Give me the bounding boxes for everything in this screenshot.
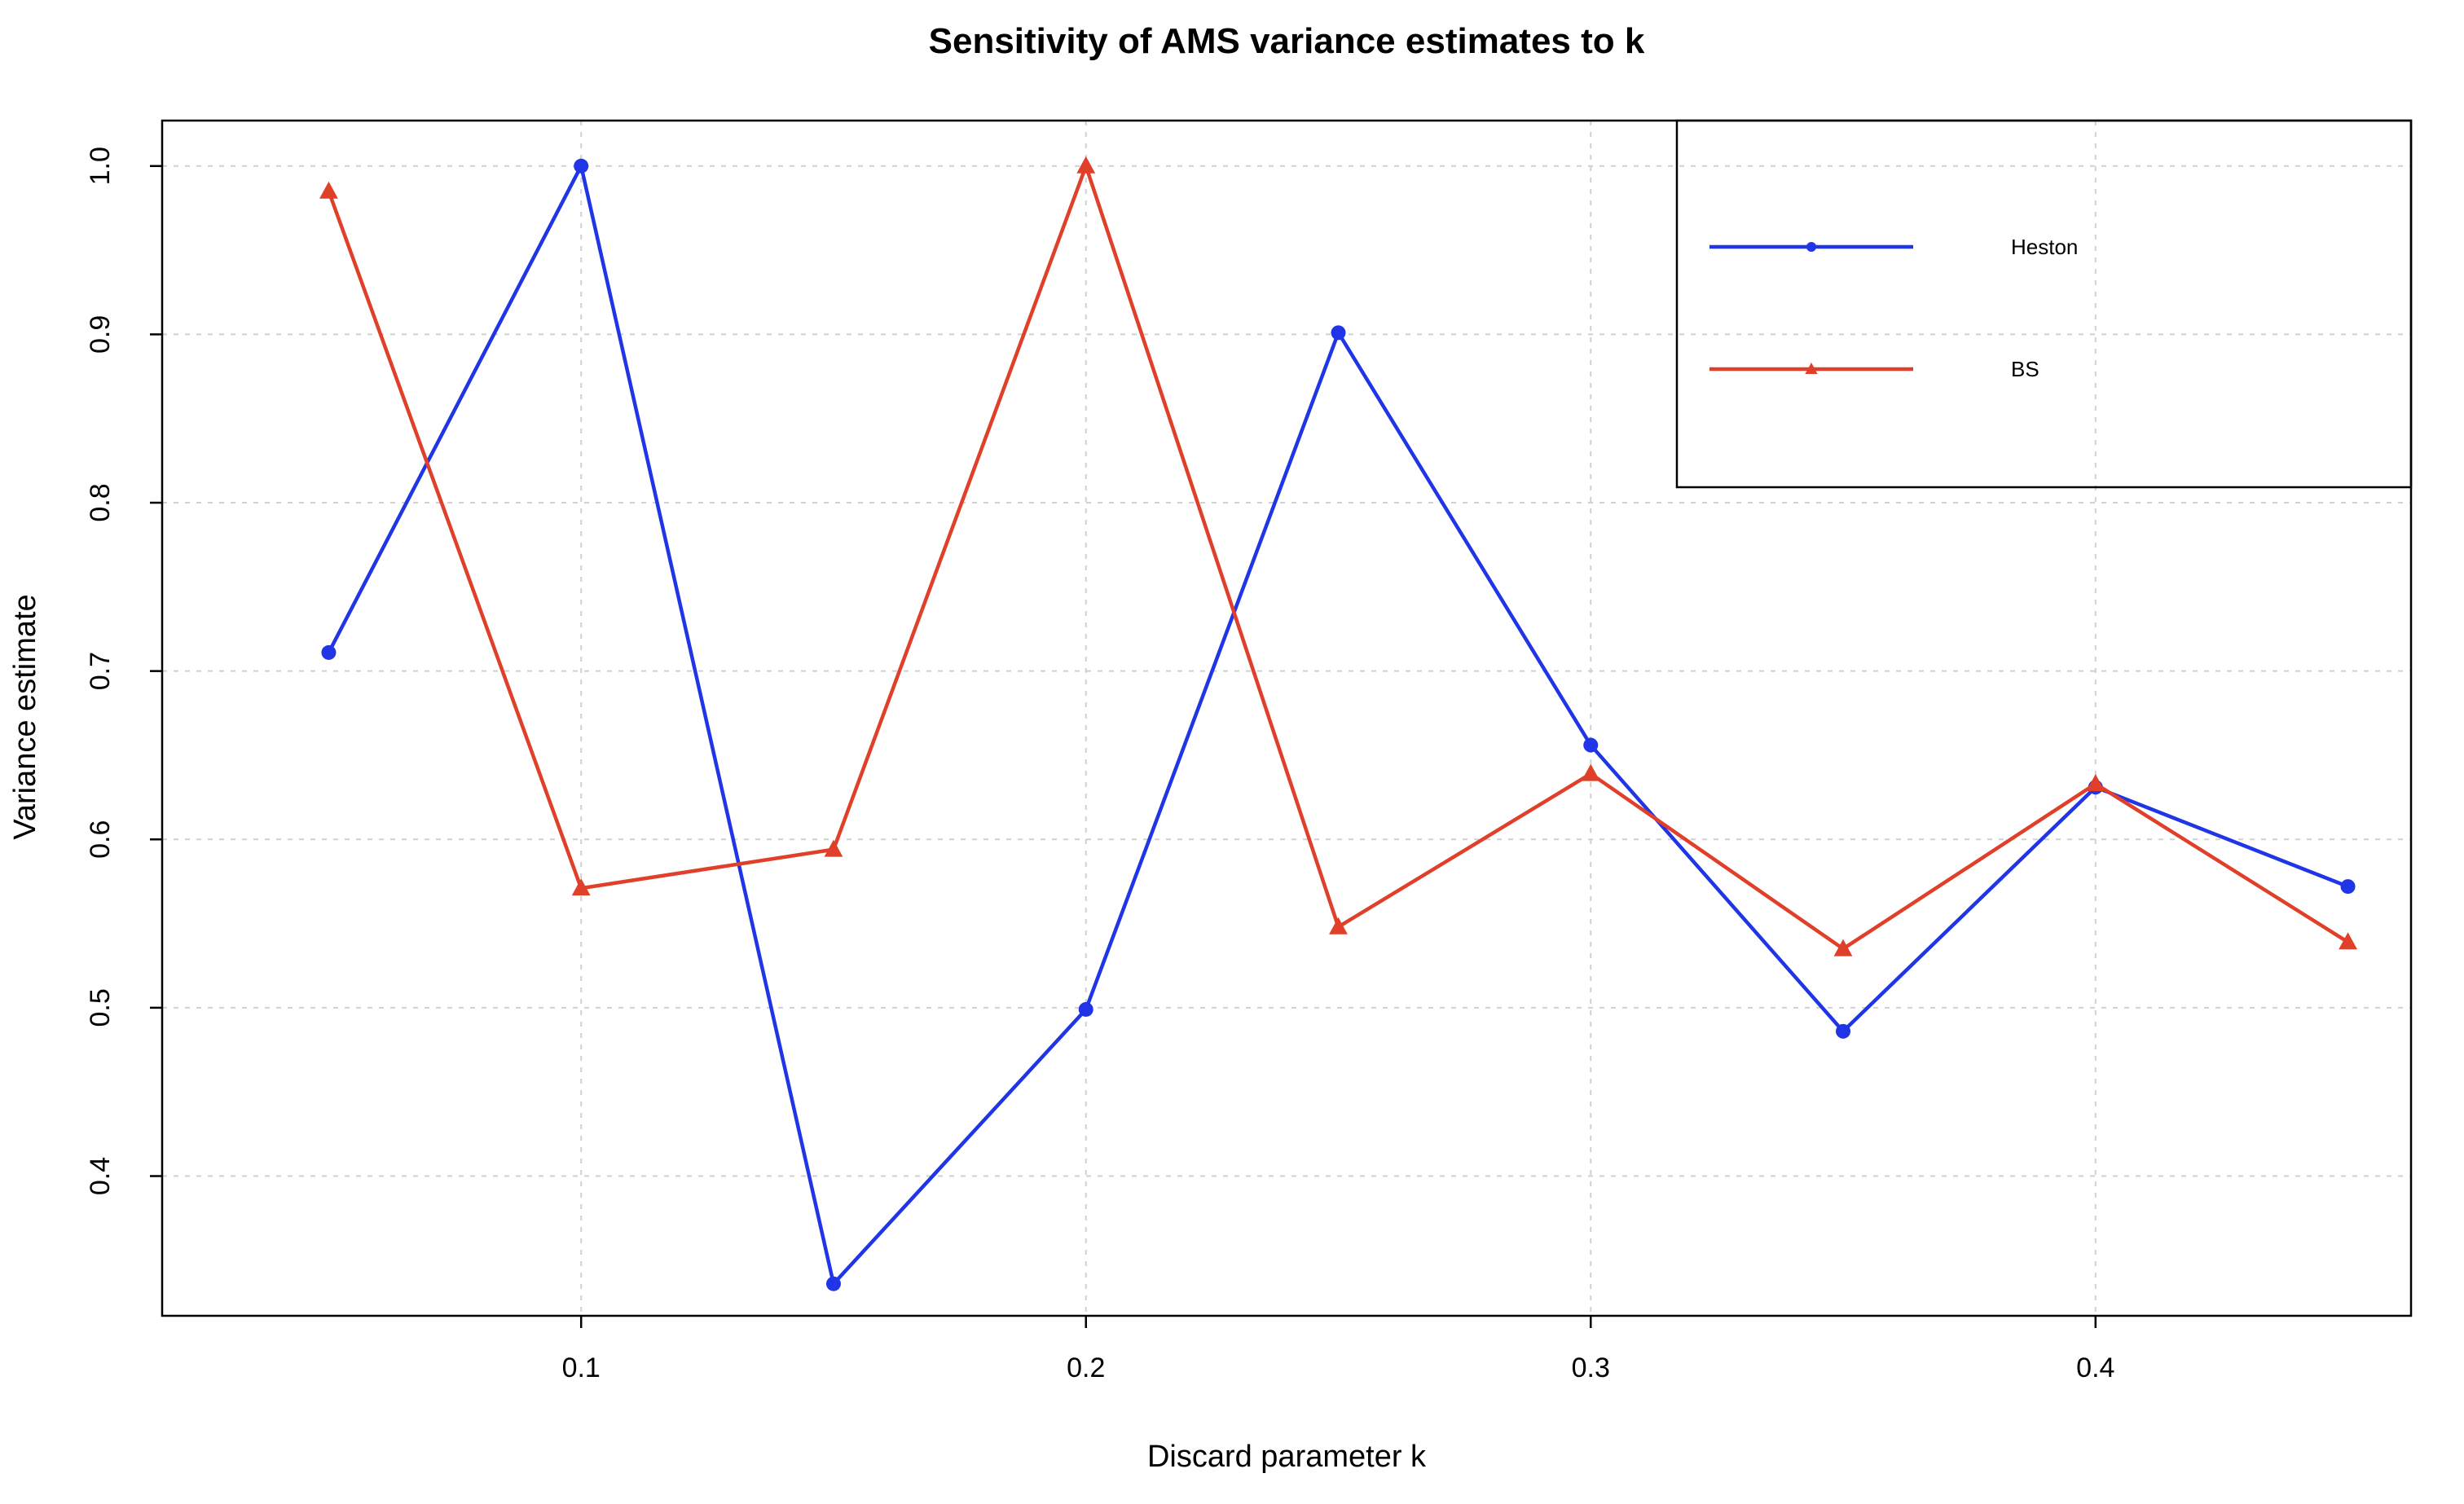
x-tick-label: 0.3 xyxy=(1572,1352,1610,1383)
data-point xyxy=(571,878,591,896)
x-axis-label: Discard parameter k xyxy=(1147,1440,1427,1474)
data-point xyxy=(2340,879,2356,895)
legend-entry: BS xyxy=(1709,357,2039,381)
legend-marker xyxy=(1806,242,1816,252)
x-tick-label: 0.2 xyxy=(1067,1352,1105,1383)
data-point xyxy=(1329,917,1348,935)
plot-frame xyxy=(161,119,2413,1317)
data-point xyxy=(1833,939,1853,956)
data-point xyxy=(574,158,589,174)
y-tick-label: 0.8 xyxy=(85,483,116,521)
legend-label: BS xyxy=(2011,357,2039,381)
x-tick-label: 0.1 xyxy=(562,1352,601,1383)
data-point xyxy=(2339,932,2357,950)
x-tick-label: 0.4 xyxy=(2076,1352,2114,1383)
y-tick-label: 0.9 xyxy=(85,315,116,354)
legend-marker xyxy=(1805,363,1818,374)
series-line xyxy=(327,160,2349,952)
data-point xyxy=(1583,737,1599,753)
data-point xyxy=(825,1276,841,1291)
data-point xyxy=(1331,325,1346,341)
legend-entry: Heston xyxy=(1709,235,2078,259)
data-point xyxy=(1076,156,1096,174)
data-point xyxy=(824,839,843,857)
data-point xyxy=(321,644,337,660)
legend-label: Heston xyxy=(2011,235,2078,259)
data-point xyxy=(2086,774,2105,792)
y-tick-label: 0.6 xyxy=(85,820,116,859)
legend: Heston BS xyxy=(1675,119,2413,489)
series-bs xyxy=(319,156,2357,956)
axis-layer: 0.1 0.2 0.3 0.4 0.4 0.5 0.6 0.7 0.8 0.9 1.0 xyxy=(85,147,2114,1383)
data-point xyxy=(319,181,338,199)
y-tick-label: 0.5 xyxy=(85,988,116,1027)
series-heston xyxy=(321,158,2356,1291)
grid-layer xyxy=(162,121,2411,1316)
series-layer xyxy=(319,156,2357,1291)
y-tick-label: 0.7 xyxy=(85,652,116,690)
legend-box xyxy=(1675,119,2413,489)
y-tick-label: 0.4 xyxy=(85,1157,116,1195)
chart-title: Sensitivity of AMS variance estimates to… xyxy=(929,21,1645,61)
y-axis-label: Variance estimate xyxy=(8,594,42,839)
y-tick-label: 1.0 xyxy=(85,147,116,185)
data-point xyxy=(1581,763,1600,781)
data-point xyxy=(1836,1023,1851,1039)
data-point xyxy=(1078,1001,1093,1017)
